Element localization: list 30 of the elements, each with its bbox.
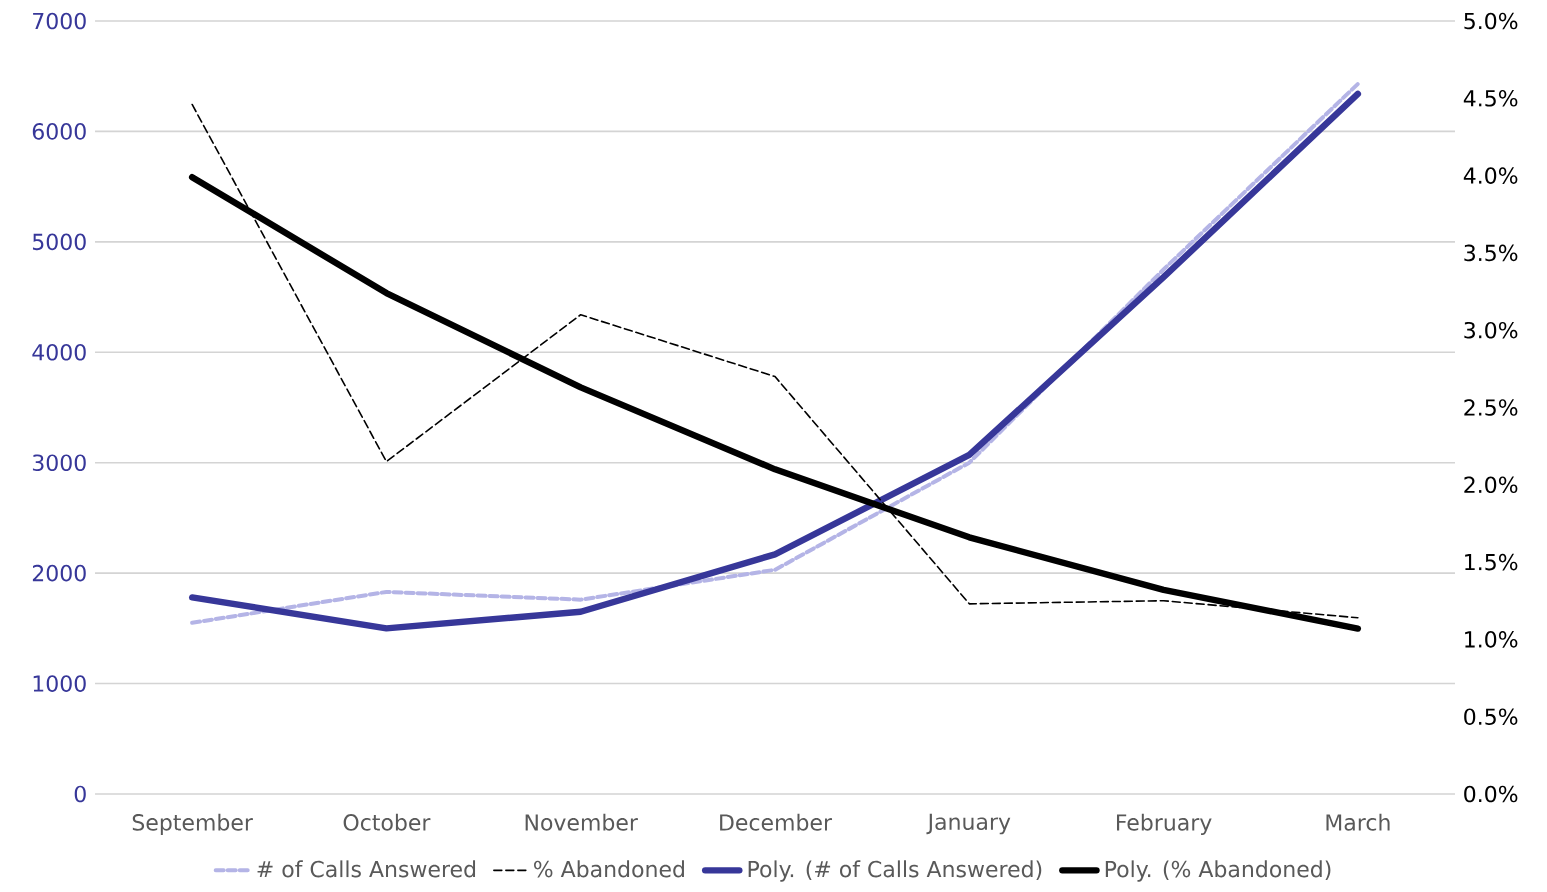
y2-tick-label: 1.0% [1465,631,1518,648]
y-tick-label: 4000 [32,343,86,361]
y2-tick-label: 0.0% [1464,785,1518,803]
y2-tick-label: 5.0% [1464,12,1518,30]
y2-tick-label: 3.5% [1464,244,1518,262]
x-tick-label: February [1116,813,1212,836]
y-tick-label: 1000 [33,675,86,692]
y-tick-label: 2000 [32,564,86,582]
y-tick-label: 7000 [33,12,86,30]
legend-label: Poly. (# of Calls Answered) [748,860,1042,882]
legend-label: % Abandoned [534,860,684,878]
legend-label: # of Calls Answered [257,860,476,878]
y2-tick-label: 2.0% [1464,476,1518,494]
x-tick-label: March [1326,813,1390,831]
x-tick-label: January [926,813,1011,835]
y-tick-label: 3000 [32,454,86,472]
y-tick-label: 0 [74,785,86,803]
x-tick-label: September [132,813,253,836]
y2-tick-label: 4.0% [1463,167,1518,184]
y2-tick-label: 1.5% [1465,553,1518,571]
y2-tick-label: 4.5% [1463,89,1518,107]
y2-tick-label: 0.5% [1464,708,1518,726]
legend-label: Poly. (% Abandoned) [1105,860,1331,882]
y2-tick-label: 3.0% [1464,321,1518,339]
y-tick-label: 6000 [32,123,86,140]
y2-tick-label: 2.5% [1464,399,1518,416]
x-tick-label: December [720,813,833,831]
x-tick-label: October [343,813,431,831]
x-tick-label: November [525,813,638,831]
y-tick-label: 5000 [32,233,86,251]
